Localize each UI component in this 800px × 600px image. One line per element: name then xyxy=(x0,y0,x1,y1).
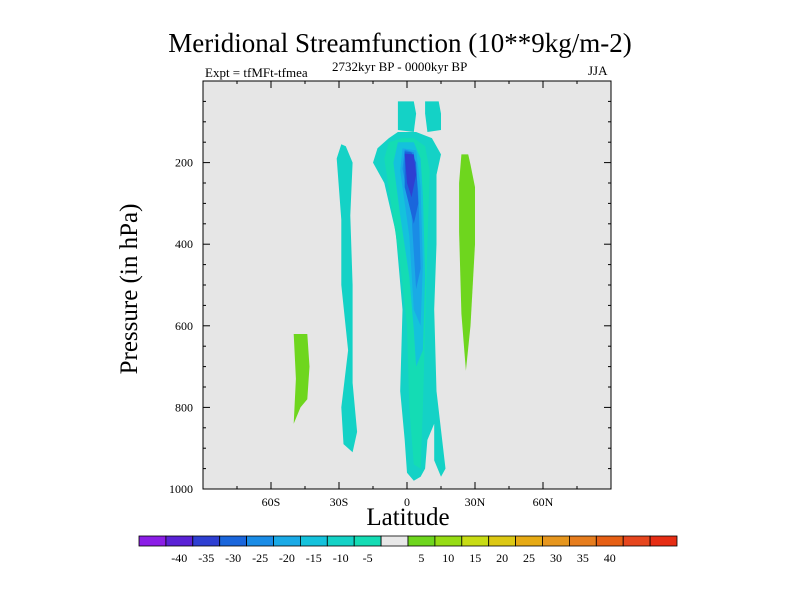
contour-regions xyxy=(293,101,475,481)
colorbar-label-15: 40 xyxy=(604,551,616,565)
contour-region-0-neg xyxy=(397,101,417,132)
colorbar-swatch-15 xyxy=(542,535,570,547)
colorbar-swatch-1 xyxy=(165,535,194,547)
colorbar-label-9: 10 xyxy=(442,551,454,565)
y-tick-label-2: 600 xyxy=(175,319,193,333)
colorbar-swatch-0 xyxy=(138,535,167,547)
colorbar-label-14: 35 xyxy=(577,551,589,565)
x-tick-label-0: 60S xyxy=(262,495,281,509)
chart-title: Meridional Streamfunction (10**9kg/m-2) xyxy=(168,28,632,58)
x-axis-label: Latitude xyxy=(366,504,450,531)
colorbar-swatch-2 xyxy=(192,535,221,547)
y-tick-label-3: 800 xyxy=(175,400,193,414)
x-tick-label-3: 30N xyxy=(465,495,486,509)
colorbar-swatch-12 xyxy=(461,535,490,547)
colorbar-label-8: 5 xyxy=(418,551,424,565)
colorbar-swatch-14 xyxy=(515,535,543,547)
colorbar-swatch-18 xyxy=(622,535,651,547)
season-label: JJA xyxy=(588,63,608,78)
colorbar-label-12: 25 xyxy=(523,551,535,565)
colorbar-label-10: 15 xyxy=(469,551,481,565)
colorbar-swatch-7 xyxy=(326,535,355,547)
colorbar-label-0: -40 xyxy=(171,551,187,565)
experiment-label: Expt = tfMFt-tfmea xyxy=(205,65,308,80)
colorbar-swatch-17 xyxy=(595,535,624,547)
colorbar-label-3: -25 xyxy=(252,551,268,565)
y-tick-label-4: 1000 xyxy=(169,482,193,496)
colorbar-swatch-6 xyxy=(299,535,328,547)
axis-ticks: 60S 30S 0 30N 60N 200 400 600 800 1000 xyxy=(169,81,611,509)
colorbar-label-11: 20 xyxy=(496,551,508,565)
colorbar-swatch-8 xyxy=(353,535,382,547)
colorbar-swatch-11 xyxy=(434,535,463,547)
colorbar-swatch-5 xyxy=(273,535,301,547)
colorbar-label-13: 30 xyxy=(550,551,562,565)
x-tick-label-4: 60N xyxy=(533,495,554,509)
colorbar-swatch-13 xyxy=(488,535,517,547)
colorbar-label-6: -10 xyxy=(333,551,349,565)
colorbar: -40 -35 -30 -25 -20 -15 -10 -5 5 10 15 20 25 30 35 40 xyxy=(138,535,678,565)
contour-region-10-pos xyxy=(293,334,310,424)
contour-region-1-neg xyxy=(425,101,441,132)
contour-region-2-neg xyxy=(336,144,358,453)
contour-region-9-neg xyxy=(404,153,417,198)
contour-region-11-pos xyxy=(459,154,475,371)
colorbar-swatch-9 xyxy=(380,535,409,547)
colorbar-label-1: -35 xyxy=(198,551,214,565)
y-tick-label-0: 200 xyxy=(175,156,193,170)
x-tick-label-2: 0 xyxy=(404,495,410,509)
colorbar-label-2: -30 xyxy=(225,551,241,565)
colorbar-label-5: -15 xyxy=(306,551,322,565)
colorbar-swatch-19 xyxy=(649,535,678,547)
colorbar-swatch-3 xyxy=(219,535,247,547)
colorbar-label-7: -5 xyxy=(363,551,373,565)
y-tick-label-1: 400 xyxy=(175,237,193,251)
colorbar-swatch-16 xyxy=(569,535,597,547)
colorbar-label-4: -20 xyxy=(279,551,295,565)
time-range-label: 2732kyr BP - 0000kyr BP xyxy=(332,59,468,74)
x-tick-label-1: 30S xyxy=(330,495,349,509)
colorbar-swatch-10 xyxy=(407,535,436,547)
colorbar-swatch-4 xyxy=(246,535,274,547)
